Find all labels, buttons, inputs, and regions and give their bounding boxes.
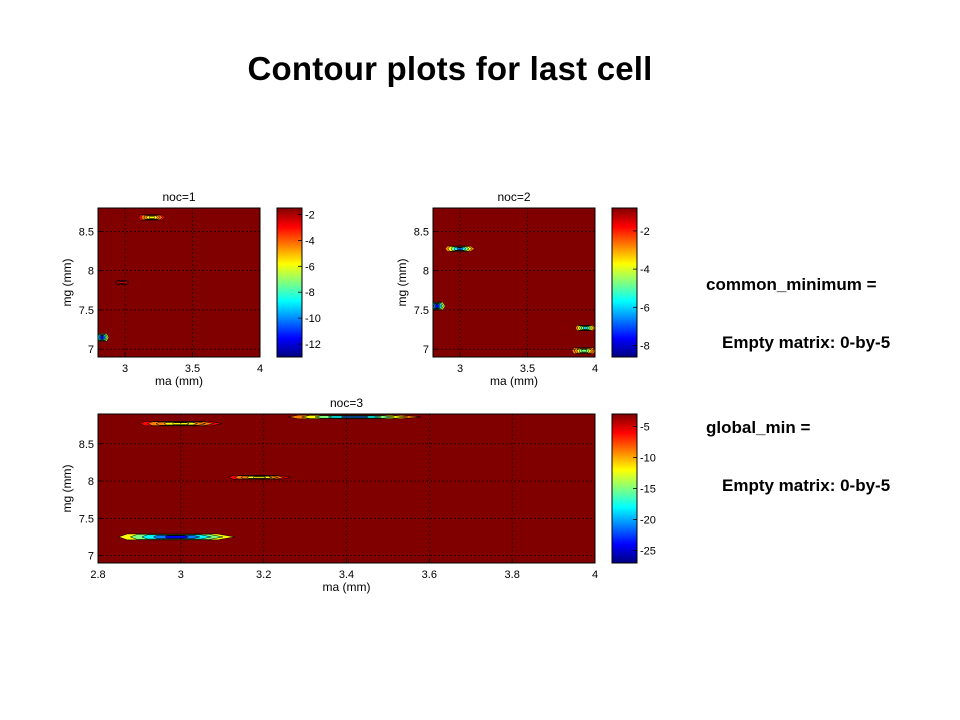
colorbar-tick-label: -4 bbox=[640, 264, 650, 276]
x-tick-label: 4 bbox=[592, 569, 598, 581]
x-tick-label: 3.2 bbox=[256, 569, 271, 581]
common-minimum-value: Empty matrix: 0-by-5 bbox=[722, 333, 891, 352]
colorbar-tick-label: -4 bbox=[305, 235, 315, 247]
y-tick-label: 7 bbox=[423, 344, 429, 356]
colorbar-tick-label: -5 bbox=[640, 421, 650, 433]
colorbar-tick-label: -2 bbox=[305, 209, 315, 221]
colorbar-tick-label: -8 bbox=[640, 341, 650, 353]
x-tick-label: 3 bbox=[178, 569, 184, 581]
y-tick-label: 8.5 bbox=[79, 227, 94, 239]
contour-feature-2-level-5 bbox=[340, 415, 369, 418]
y-axis-label: mg (mm) bbox=[395, 259, 409, 307]
colorbar-tick-label: -10 bbox=[640, 452, 656, 464]
x-tick-label: 3.8 bbox=[505, 569, 520, 581]
y-tick-label: 7.5 bbox=[79, 305, 94, 317]
contour-feature-3-level-5 bbox=[252, 476, 267, 479]
x-tick-label: 3.5 bbox=[185, 363, 200, 375]
y-tick-label: 8.5 bbox=[79, 439, 94, 451]
axes-frame bbox=[432, 207, 596, 358]
y-axis-label: mg (mm) bbox=[60, 465, 74, 513]
colorbar-tick-label: -20 bbox=[640, 515, 656, 527]
colorbar bbox=[276, 207, 303, 358]
axes-frame bbox=[97, 207, 261, 358]
y-tick-label: 7 bbox=[88, 344, 94, 356]
y-tick-label: 8 bbox=[423, 266, 429, 278]
x-tick-label: 3.4 bbox=[339, 569, 354, 581]
colorbar-tick-label: -2 bbox=[640, 226, 650, 238]
contour-plot-2: 3 3.5 4 7 7.5 8 8.5 noc=2 ma (mm) mg (mm) -2 -4 -6 -8 bbox=[395, 190, 650, 388]
colorbar-tick-label: -10 bbox=[305, 313, 321, 325]
x-axis-label: ma (mm) bbox=[490, 374, 538, 388]
x-tick-label: 3 bbox=[457, 363, 463, 375]
plot-title: noc=1 bbox=[162, 190, 195, 204]
colorbar-tick-label: -12 bbox=[305, 339, 321, 351]
contour-feature-1-level-5 bbox=[149, 216, 156, 219]
contour-feature-3-level-5 bbox=[100, 335, 104, 340]
x-tick-label: 3.5 bbox=[520, 363, 535, 375]
x-axis-label: ma (mm) bbox=[155, 374, 203, 388]
y-axis-label: mg (mm) bbox=[60, 259, 74, 307]
y-tick-label: 7 bbox=[88, 551, 94, 563]
plot-title: noc=3 bbox=[330, 396, 363, 410]
x-tick-label: 3.6 bbox=[422, 569, 437, 581]
y-tick-label: 8 bbox=[88, 266, 94, 278]
contour-field bbox=[433, 208, 595, 357]
y-tick-label: 8 bbox=[88, 476, 94, 488]
colorbar bbox=[611, 207, 638, 358]
plot-title: noc=2 bbox=[497, 190, 530, 204]
x-tick-label: 3 bbox=[122, 363, 128, 375]
contour-feature-4-level-5 bbox=[581, 349, 587, 353]
colorbar-tick-label: -6 bbox=[305, 261, 315, 273]
global-min-label: global_min = bbox=[706, 418, 811, 437]
slide-title: Contour plots for last cell bbox=[247, 50, 653, 87]
contour-feature-2-level-5 bbox=[120, 281, 124, 284]
global-min-value: Empty matrix: 0-by-5 bbox=[722, 476, 891, 495]
colorbar-tick-label: -15 bbox=[640, 484, 656, 496]
x-tick-label: 2.8 bbox=[90, 569, 105, 581]
colorbar-tick-label: -25 bbox=[640, 546, 656, 558]
x-tick-label: 4 bbox=[592, 363, 598, 375]
x-tick-label: 4 bbox=[257, 363, 263, 375]
contour-field bbox=[98, 414, 595, 563]
x-axis-label: ma (mm) bbox=[323, 580, 371, 594]
y-tick-label: 7.5 bbox=[414, 305, 429, 317]
y-tick-label: 8.5 bbox=[414, 227, 429, 239]
colorbar-tick-label: -6 bbox=[640, 302, 650, 314]
contour-plot-3: 2.8 3 3.2 3.4 3.6 3.8 4 7 7.5 8 8.5 noc=3 ma (mm) mg … bbox=[60, 396, 656, 594]
contour-plot-1: 3 3.5 4 7 7.5 8 8.5 noc=1 ma (mm) mg (mm) -2 -4 -6 -8… bbox=[60, 190, 321, 388]
y-tick-label: 7.5 bbox=[79, 513, 94, 525]
contour-feature-2-level-5 bbox=[435, 304, 439, 308]
colorbar-tick-label: -8 bbox=[305, 287, 315, 299]
contour-feature-4-level-5 bbox=[164, 535, 190, 539]
contour-feature-3-level-5 bbox=[583, 326, 588, 330]
common-minimum-label: common_minimum = bbox=[706, 275, 877, 294]
axes-frame bbox=[97, 413, 596, 564]
